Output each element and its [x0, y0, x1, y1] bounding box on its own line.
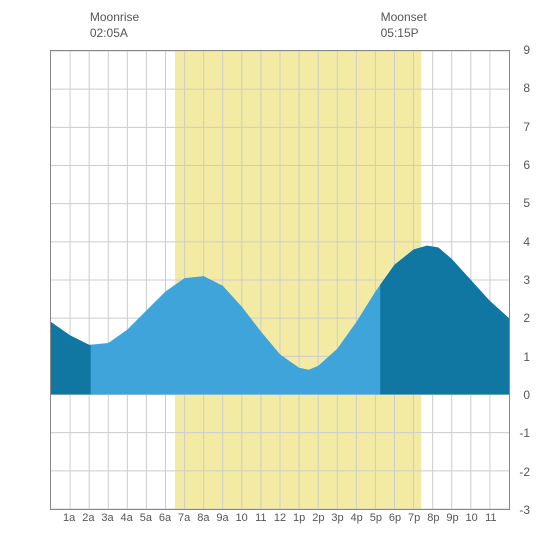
moonrise-label: Moonrise 02:05A [90, 10, 139, 41]
x-tick-label: 9p [446, 512, 458, 524]
moonrise-time: 02:05A [90, 26, 128, 40]
x-tick-label: 5p [370, 512, 382, 524]
plot-svg [51, 51, 509, 509]
y-axis: -3-2-10123456789 [510, 50, 530, 510]
x-tick-label: 1p [293, 512, 305, 524]
y-tick-label: -2 [519, 465, 530, 479]
y-tick-label: 1 [523, 350, 530, 364]
x-tick-label: 8a [197, 512, 209, 524]
x-tick-label: 7p [408, 512, 420, 524]
y-tick-label: -1 [519, 426, 530, 440]
moonset-text: Moonset [381, 10, 427, 24]
chart-header: Moonrise 02:05A Moonset 05:15P [10, 10, 540, 50]
y-tick-label: 8 [523, 81, 530, 95]
plot-area [50, 50, 510, 510]
x-tick-label: 1a [63, 512, 75, 524]
x-tick-label: 5a [140, 512, 152, 524]
y-tick-label: 4 [523, 235, 530, 249]
x-tick-label: 10 [466, 512, 478, 524]
x-tick-label: 2p [312, 512, 324, 524]
y-tick-label: 2 [523, 311, 530, 325]
x-axis: 1a 2a 3a 4a 5a 6a 7a 8a 9a 10 11 12 1p 2p 3p 4p 5p 6p 7p 8p… [50, 512, 510, 532]
x-tick-label: 6p [389, 512, 401, 524]
x-tick-label: 4a [121, 512, 133, 524]
x-tick-label: 7a [178, 512, 190, 524]
y-tick-label: -3 [519, 503, 530, 517]
y-tick-label: 5 [523, 196, 530, 210]
x-tick-label: 2a [82, 512, 94, 524]
x-tick-label: 12 [274, 512, 286, 524]
x-tick-label: 4p [351, 512, 363, 524]
x-tick-label: 9a [216, 512, 228, 524]
x-tick-label: 6a [159, 512, 171, 524]
tide-chart: Moonrise 02:05A Moonset 05:15P -3-2-1012… [10, 10, 540, 540]
y-tick-label: 7 [523, 120, 530, 134]
x-tick-label: 3a [101, 512, 113, 524]
tide-area-dark-left [51, 322, 91, 395]
x-tick-label: 11 [255, 512, 266, 524]
moonset-label: Moonset 05:15P [381, 10, 427, 41]
y-tick-label: 6 [523, 158, 530, 172]
y-tick-label: 3 [523, 273, 530, 287]
x-tick-label: 10 [236, 512, 248, 524]
moonrise-text: Moonrise [90, 10, 139, 24]
moonset-time: 05:15P [381, 26, 419, 40]
x-tick-label: 3p [331, 512, 343, 524]
x-tick-label: 8p [427, 512, 439, 524]
y-tick-label: 9 [523, 43, 530, 57]
x-tick-label: 11 [485, 512, 496, 524]
y-tick-label: 0 [523, 388, 530, 402]
